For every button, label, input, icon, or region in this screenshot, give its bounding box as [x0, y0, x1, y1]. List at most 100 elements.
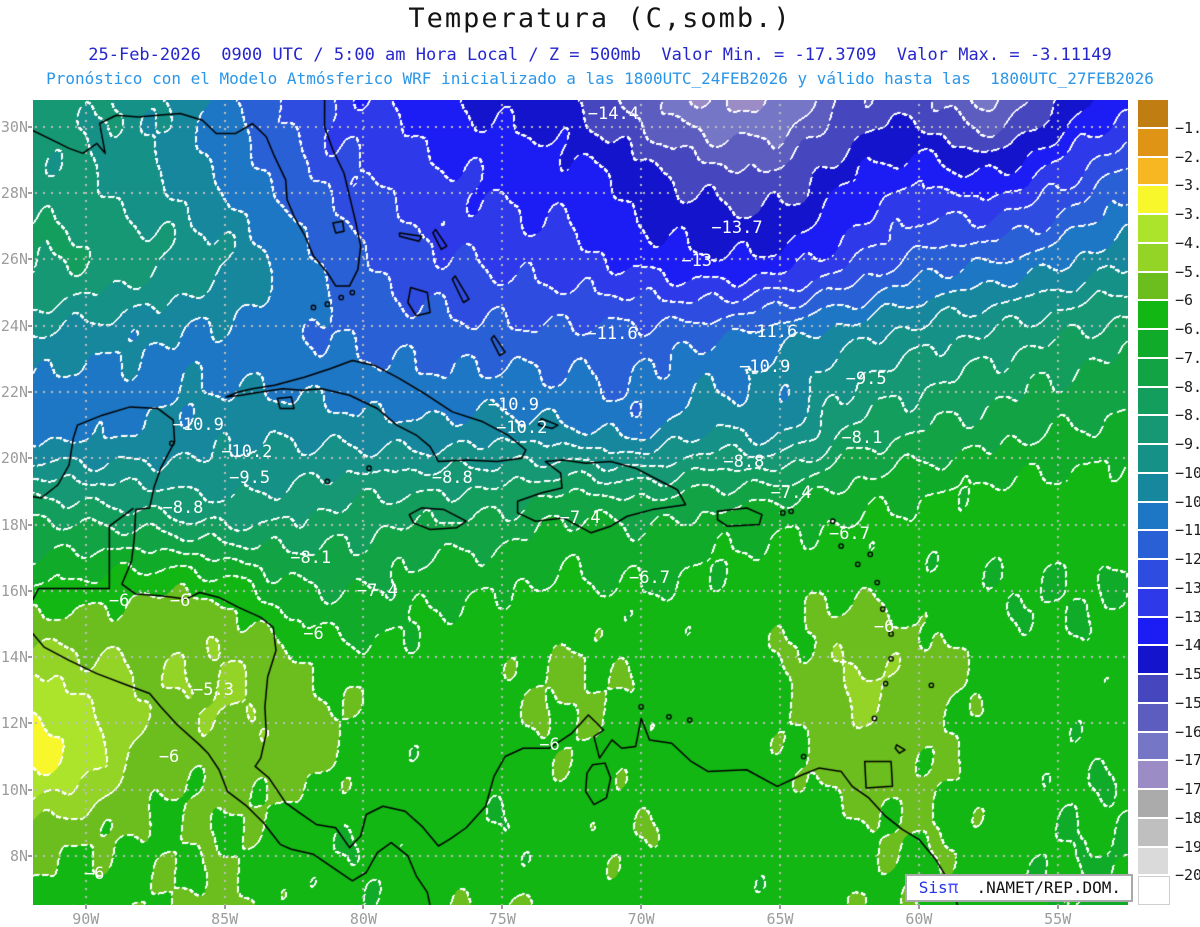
lat-tick-mark [28, 589, 32, 592]
colorbar-swatch [1138, 128, 1168, 156]
lon-tick-label: 90W [72, 910, 100, 927]
colorbar-level-label: −18.6 [1175, 808, 1200, 827]
colorbar-level-label: −10.2 [1175, 463, 1200, 482]
lat-tick-label: 24N [0, 316, 28, 335]
lon-tick-label: 80W [349, 910, 377, 927]
lon-tick-mark [501, 905, 504, 909]
colorbar-swatch [1138, 186, 1168, 214]
lon-tick-label: 70W [627, 910, 655, 927]
colorbar-swatch [1138, 818, 1168, 846]
contour-label: −13 [681, 251, 713, 272]
lat-tick-mark [28, 258, 32, 261]
colorbar-level-label: −14.4 [1175, 636, 1200, 655]
lat-tick-mark [28, 523, 32, 526]
lon-tick-label: 65W [766, 910, 794, 927]
lon-tick-mark [779, 905, 781, 909]
colorbar-swatch [1138, 272, 1168, 300]
contour-label: −6.7 [629, 567, 670, 588]
colorbar-level-label: −8.1 [1175, 377, 1200, 396]
colorbar-swatch [1138, 358, 1168, 386]
colorbar-swatch [1138, 157, 1168, 185]
colorbar-swatch [1138, 761, 1168, 789]
subtitle-model-init: Pronóstico con el Modelo Atmósferico WRF… [46, 69, 1154, 88]
colorbar-swatch [1138, 617, 1168, 645]
contour-label: −10.9 [739, 357, 791, 378]
contour-label: −9.5 [229, 468, 271, 489]
colorbar-swatch [1138, 703, 1168, 731]
colorbar-swatch [1138, 531, 1168, 559]
contour-label: −5.3 [193, 680, 234, 701]
colorbar-level-label: −15.8 [1175, 693, 1200, 712]
contour-label: −9.5 [845, 368, 887, 389]
colorbar-swatch [1138, 732, 1168, 760]
colorbar-level-label: −9.5 [1175, 435, 1200, 453]
watermark-text: .NAMET/REP.DOM. [976, 878, 1122, 897]
colorbar-level-label: −7.4 [1175, 348, 1200, 367]
colorbar-swatch [1138, 502, 1168, 530]
colorbar-level-label: −4.6 [1175, 233, 1200, 252]
contour-label: −6 [873, 617, 895, 638]
lat-tick-label: 12N [0, 714, 28, 733]
contour-label: −10.9 [487, 395, 539, 416]
colorbar-swatch [1138, 387, 1168, 415]
lon-tick-label: 85W [211, 910, 239, 927]
contour-label: −7.4 [770, 483, 812, 504]
contour-label: −6 [108, 590, 130, 611]
lat-tick-label: 30N [0, 117, 28, 136]
contour-label: −6 [158, 746, 180, 767]
colorbar-level-label: −5.3 [1175, 262, 1200, 281]
contour-label: −10.9 [172, 415, 224, 436]
colorbar-level-label: −10.9 [1175, 492, 1200, 511]
lon-tick-label: 60W [905, 910, 933, 927]
colorbar-swatch [1138, 100, 1168, 127]
colorbar-swatch [1138, 847, 1168, 875]
page-title: Temperatura (C,somb.) [408, 3, 792, 34]
colorbar-level-label: −17.9 [1175, 780, 1200, 798]
colorbar-swatch [1138, 416, 1168, 444]
watermark-pi-glyph: π [947, 877, 959, 898]
contour-label: −11.6 [746, 322, 798, 343]
lon-tick-mark [362, 905, 365, 909]
colorbar-level-label: −11.6 [1175, 521, 1200, 540]
colorbar-level-label: −3.9 [1175, 205, 1200, 223]
lat-tick-label: 16N [0, 581, 28, 600]
subtitle-valid-time: 25-Feb-2026 0900 UTC / 5:00 am Hora Loca… [88, 45, 1112, 65]
colorbar-level-label: −8.8 [1175, 406, 1200, 425]
colorbar: −1.8 −2.5 −3.2 −3.9 −4.6 −5.3 −6 −6.7 −7.4 −8.1 −8… [1138, 100, 1200, 906]
colorbar-level-label: −2.5 [1175, 147, 1200, 166]
colorbar-swatch [1138, 675, 1168, 702]
contour-label: −13.7 [711, 217, 763, 238]
contour-label: −6 [169, 590, 191, 611]
lat-tick-mark [28, 125, 32, 128]
colorbar-swatch [1138, 588, 1168, 616]
lat-tick-mark [28, 324, 32, 327]
lat-tick-mark [28, 854, 32, 857]
colorbar-swatch [1138, 876, 1170, 906]
colorbar-level-label: −16.5 [1175, 722, 1200, 741]
lon-tick-mark [223, 905, 226, 909]
lon-tick-mark [640, 905, 643, 909]
lat-tick-label: 10N [0, 780, 28, 799]
contour-label: −10.2 [221, 441, 273, 462]
colorbar-swatch [1138, 330, 1168, 357]
lat-tick-mark [28, 788, 32, 791]
colorbar-level-label: −13.7 [1175, 607, 1200, 626]
colorbar-level-label: −13 [1175, 578, 1200, 597]
colorbar-level-label: −20 [1175, 866, 1200, 885]
lat-tick-label: 14N [0, 648, 28, 667]
watermark-badge: Sisπ .NAMET/REP.DOM. [904, 874, 1133, 902]
colorbar-swatch [1138, 473, 1168, 501]
lat-tick-mark [28, 656, 32, 659]
colorbar-swatch [1138, 243, 1168, 271]
contour-label: −8.8 [723, 451, 765, 472]
contour-label: −7.4 [559, 507, 601, 528]
lat-tick-mark [28, 390, 32, 393]
contour-label: −10.2 [496, 418, 548, 439]
contour-label: −8.1 [290, 547, 332, 568]
lon-tick-mark [1056, 905, 1059, 909]
temperature-contour-map [33, 100, 1128, 905]
contour-label: −14.4 [587, 103, 639, 124]
lat-tick-label: 28N [0, 184, 28, 203]
colorbar-level-label: −15.1 [1175, 665, 1200, 683]
